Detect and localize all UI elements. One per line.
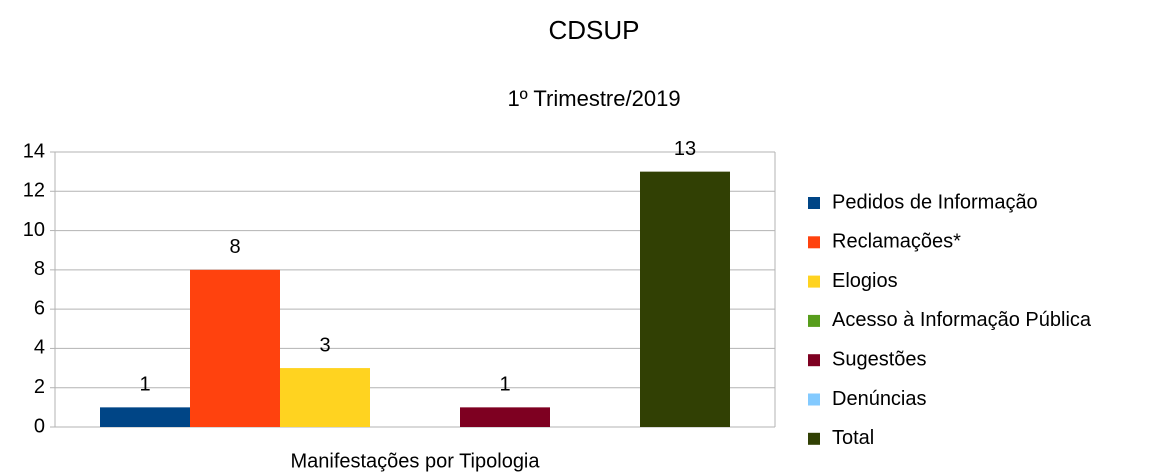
y-tick-label: 6 [34,297,45,319]
bar [190,269,280,427]
legend-label: Sugestões [832,348,927,370]
legend-label: Elogios [832,270,898,292]
legend-label: Acesso à Informação Pública [832,309,1092,331]
y-tick-label: 4 [34,337,45,359]
chart-title: CDSUP [548,15,639,45]
legend-label: Reclamações* [832,231,961,253]
bar [280,368,370,427]
data-label: 1 [139,374,150,396]
bar [100,407,190,427]
data-label: 1 [499,374,510,396]
legend-swatch [808,197,820,209]
legend-swatch [808,354,820,367]
legend-label: Denúncias [832,388,927,410]
legend-swatch [808,393,820,406]
x-tick-label: Manifestações por Tipologia [290,450,540,472]
legend-swatch [808,236,820,249]
bar [460,407,550,427]
chart-subtitle: 1º Trimestre/2019 [507,86,680,111]
y-tick-label: 8 [34,258,45,280]
y-tick-label: 12 [23,180,45,202]
data-label: 3 [319,334,330,356]
y-tick-label: 2 [34,376,45,398]
data-label: 8 [229,236,240,258]
y-tick-label: 0 [34,415,45,437]
legend-label: Total [832,427,874,449]
y-tick-label: 14 [23,140,45,162]
y-tick-label: 10 [23,219,45,241]
legend-label: Pedidos de Informação [832,191,1038,213]
bar [640,171,730,427]
legend-swatch [808,314,820,327]
legend-swatch [808,275,820,288]
legend-swatch [808,432,820,445]
data-label: 13 [674,138,696,160]
